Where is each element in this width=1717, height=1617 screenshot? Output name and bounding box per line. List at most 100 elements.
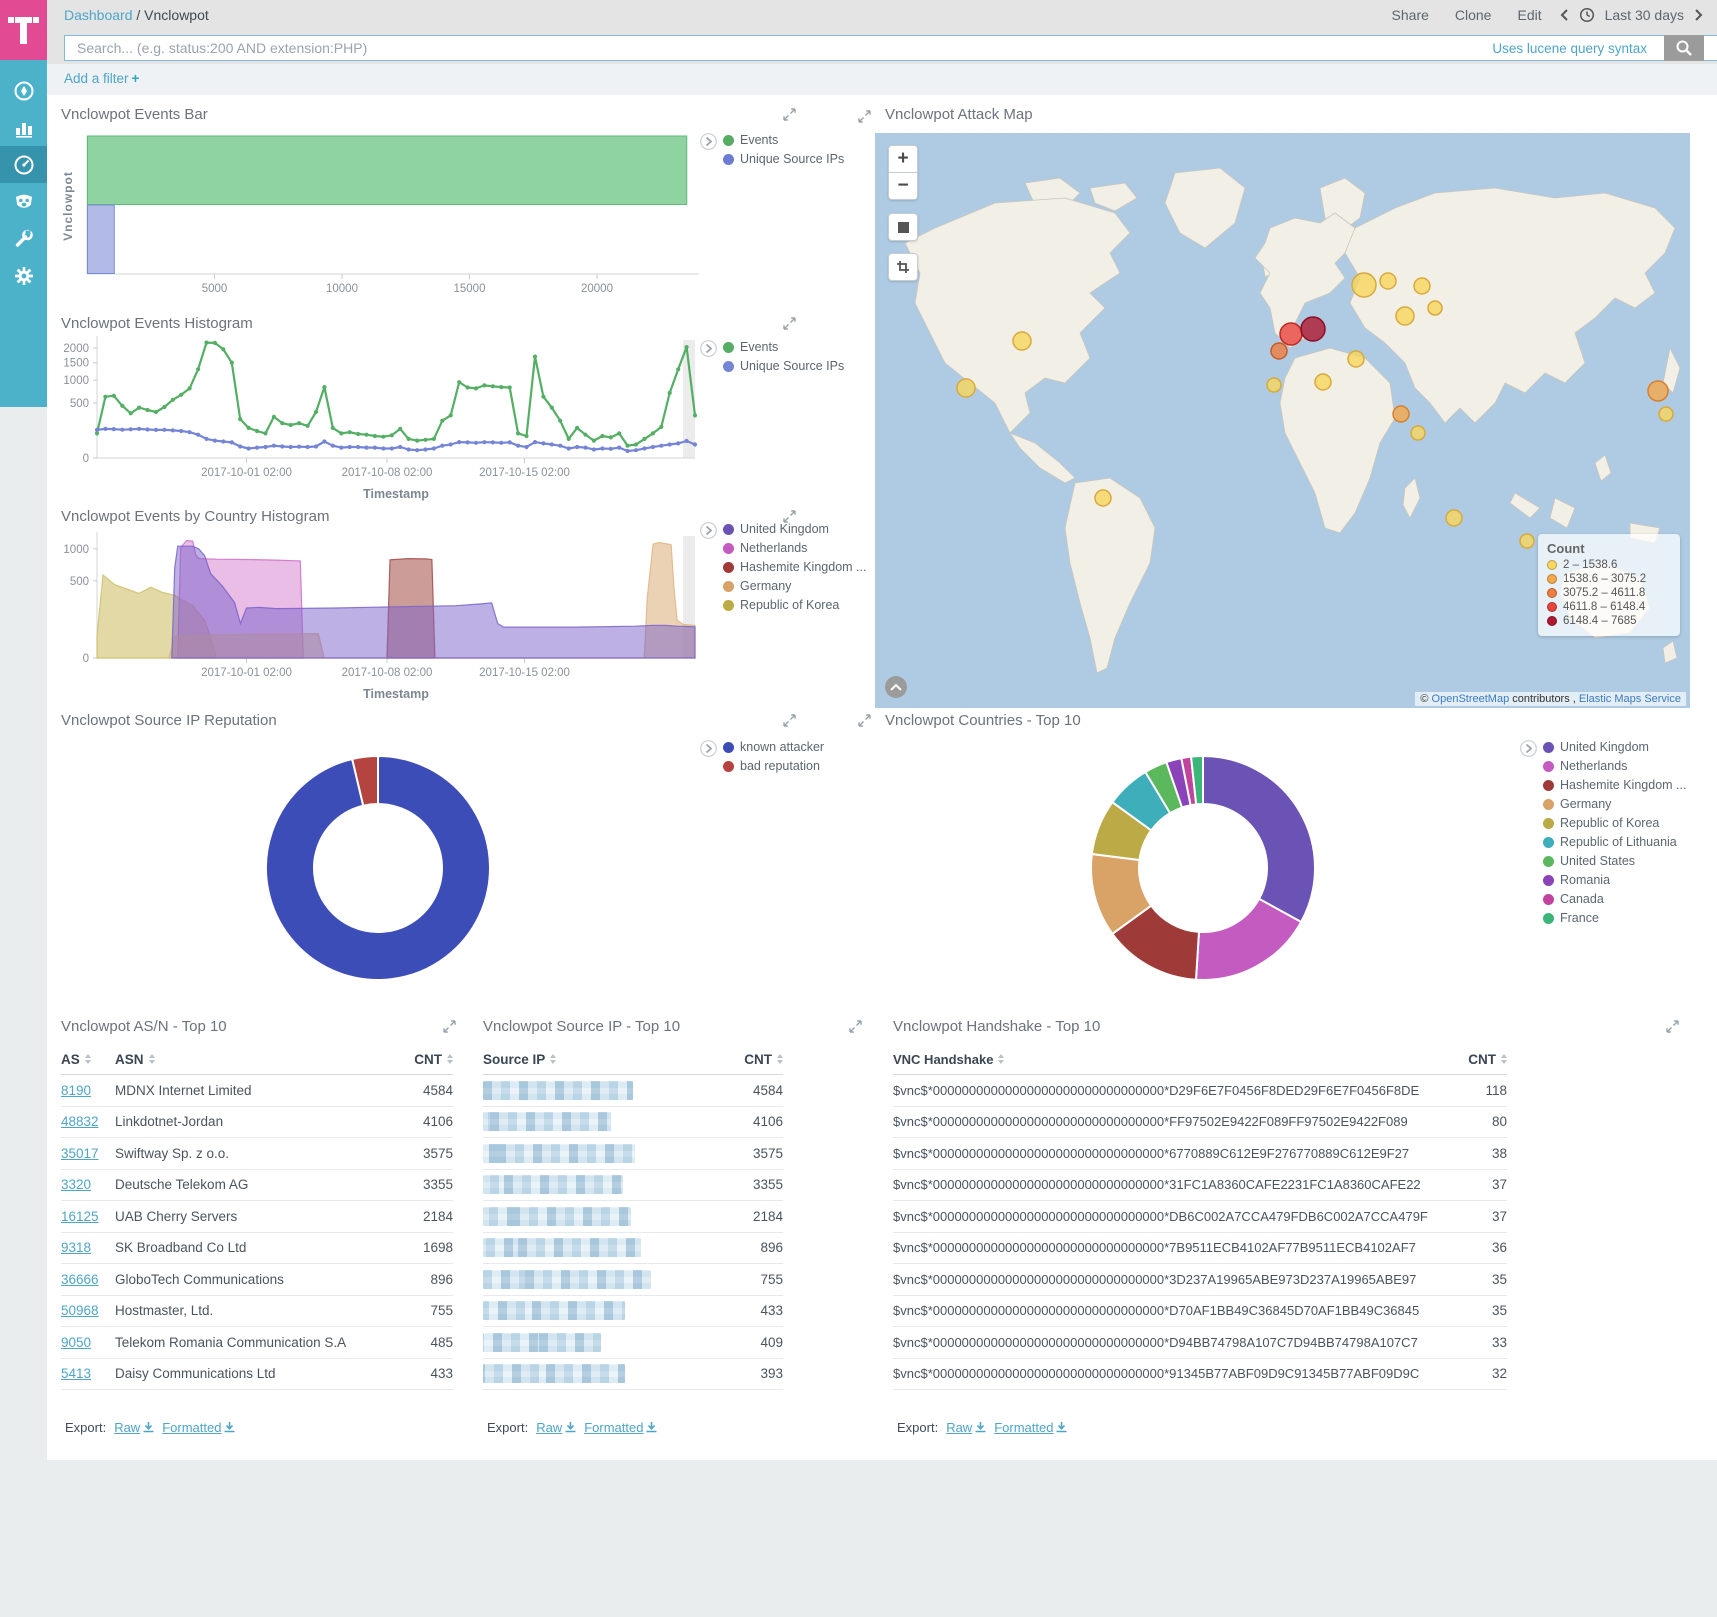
legend-item[interactable]: Netherlands	[1543, 759, 1686, 773]
expand-icon[interactable]	[1666, 1020, 1679, 1033]
legend-item[interactable]: United States	[1543, 854, 1686, 868]
export-raw-link[interactable]: Raw	[114, 1420, 154, 1435]
search-button[interactable]	[1664, 35, 1704, 61]
export-formatted-link[interactable]: Formatted	[162, 1420, 235, 1435]
export-raw-link[interactable]: Raw	[946, 1420, 986, 1435]
expand-icon[interactable]	[443, 1020, 456, 1033]
attack-map-marker[interactable]	[1647, 380, 1669, 402]
export-formatted-link[interactable]: Formatted	[994, 1420, 1067, 1435]
time-range-picker[interactable]: Last 30 days	[1604, 7, 1684, 23]
bar-events[interactable]	[87, 135, 688, 205]
expand-icon[interactable]	[783, 317, 796, 330]
attack-map-marker[interactable]	[1395, 306, 1415, 326]
attack-map-marker[interactable]	[1270, 342, 1288, 360]
legend-item[interactable]: Events	[723, 340, 844, 354]
time-back-chevron-icon[interactable]	[1560, 8, 1569, 22]
sidebar-item-dashboard[interactable]	[0, 146, 47, 183]
as-link[interactable]: 36666	[61, 1271, 99, 1287]
column-header-as[interactable]: AS	[61, 1052, 115, 1067]
donut-slice-bad-reputation[interactable]	[350, 754, 379, 807]
expand-icon[interactable]	[858, 110, 871, 123]
breadcrumb-dashboard-link[interactable]: Dashboard	[64, 7, 133, 23]
map-zoom-out-button[interactable]: −	[888, 172, 918, 200]
legend-item[interactable]: United Kingdom	[1543, 740, 1686, 754]
attack-map-marker[interactable]	[1094, 489, 1112, 507]
as-link[interactable]: 48832	[61, 1114, 99, 1130]
attack-map-marker[interactable]	[1012, 331, 1032, 351]
legend-item[interactable]: France	[1543, 911, 1686, 925]
time-forward-chevron-icon[interactable]	[1694, 8, 1703, 22]
as-link[interactable]: 35017	[61, 1145, 99, 1161]
column-header-vnc-handshake[interactable]: VNC Handshake	[893, 1052, 1445, 1067]
osm-link[interactable]: OpenStreetMap	[1431, 693, 1510, 705]
legend-toggle-icon[interactable]	[700, 340, 717, 357]
map-zoom-in-button[interactable]: +	[888, 145, 918, 173]
column-header-asn[interactable]: ASN	[115, 1052, 391, 1067]
as-link[interactable]: 9050	[61, 1334, 92, 1350]
attack-map-marker[interactable]	[1519, 533, 1535, 549]
legend-item[interactable]: Germany	[723, 579, 866, 593]
attack-map-marker[interactable]	[1379, 272, 1397, 290]
column-header-source-ip[interactable]: Source IP	[483, 1052, 721, 1067]
legend-toggle-icon[interactable]	[700, 740, 717, 757]
as-link[interactable]: 3320	[61, 1177, 92, 1193]
donut-slice-united-kingdom[interactable]	[1202, 754, 1316, 924]
clone-button[interactable]: Clone	[1454, 7, 1492, 23]
map-draw-filter-button[interactable]	[888, 253, 918, 281]
legend-item[interactable]: Unique Source IPs	[723, 152, 844, 166]
donut-slice-france[interactable]	[1189, 754, 1204, 806]
attack-map-marker[interactable]	[1410, 425, 1426, 441]
attack-map-marker[interactable]	[1279, 322, 1303, 346]
legend-item[interactable]: Hashemite Kingdom ...	[723, 560, 866, 574]
legend-item[interactable]: Republic of Korea	[723, 598, 866, 612]
as-link[interactable]: 8190	[61, 1082, 92, 1098]
attack-map-marker[interactable]	[956, 378, 976, 398]
edit-button[interactable]: Edit	[1517, 7, 1542, 23]
map-collapse-button[interactable]	[885, 676, 907, 698]
legend-item[interactable]: Republic of Korea	[1543, 816, 1686, 830]
attack-map[interactable]: + − Count 2 – 1538.6 1538.6 – 3075.2 3075.…	[875, 133, 1690, 708]
column-header-cnt[interactable]: CNT	[391, 1052, 453, 1067]
legend-item[interactable]: known attacker	[723, 740, 824, 754]
attack-map-marker[interactable]	[1300, 316, 1326, 342]
sidebar-item-management[interactable]	[0, 257, 47, 294]
attack-map-marker[interactable]	[1658, 406, 1674, 422]
telekom-logo[interactable]	[0, 0, 47, 60]
lucene-syntax-link[interactable]: Uses lucene query syntax	[1492, 41, 1647, 56]
expand-icon[interactable]	[783, 510, 796, 523]
legend-item[interactable]: Unique Source IPs	[723, 359, 844, 373]
expand-icon[interactable]	[783, 714, 796, 727]
ems-link[interactable]: Elastic Maps Service	[1578, 693, 1681, 705]
legend-toggle-icon[interactable]	[700, 133, 717, 150]
legend-item[interactable]: Romania	[1543, 873, 1686, 887]
export-formatted-link[interactable]: Formatted	[584, 1420, 657, 1435]
legend-item[interactable]: Events	[723, 133, 844, 147]
as-link[interactable]: 50968	[61, 1303, 99, 1319]
expand-icon[interactable]	[858, 714, 871, 727]
expand-icon[interactable]	[783, 108, 796, 121]
legend-item[interactable]: Canada	[1543, 892, 1686, 906]
legend-item[interactable]: United Kingdom	[723, 522, 866, 536]
attack-map-marker[interactable]	[1392, 405, 1410, 423]
attack-map-marker[interactable]	[1314, 373, 1332, 391]
legend-item[interactable]: Netherlands	[723, 541, 866, 555]
donut-slice-known-attacker[interactable]	[264, 754, 491, 981]
attack-map-marker[interactable]	[1266, 377, 1282, 393]
add-filter-button[interactable]: Add a filter +	[64, 71, 140, 86]
as-link[interactable]: 16125	[61, 1208, 99, 1224]
bar-unique-source-ips[interactable]	[87, 204, 115, 274]
legend-item[interactable]: Hashemite Kingdom ...	[1543, 778, 1686, 792]
map-fit-extent-button[interactable]	[888, 213, 918, 241]
as-link[interactable]: 5413	[61, 1366, 92, 1382]
share-button[interactable]: Share	[1391, 7, 1429, 23]
column-header-cnt[interactable]: CNT	[1445, 1052, 1507, 1067]
legend-toggle-icon[interactable]	[700, 522, 717, 539]
sidebar-item-tpot-face[interactable]	[0, 183, 47, 220]
sidebar-item-visualize[interactable]	[0, 109, 47, 146]
legend-toggle-icon[interactable]	[1520, 740, 1537, 757]
attack-map-marker[interactable]	[1413, 277, 1431, 295]
column-header-cnt[interactable]: CNT	[721, 1052, 783, 1067]
attack-map-marker[interactable]	[1347, 350, 1365, 368]
legend-item[interactable]: Republic of Lithuania	[1543, 835, 1686, 849]
search-input[interactable]	[64, 35, 1717, 61]
